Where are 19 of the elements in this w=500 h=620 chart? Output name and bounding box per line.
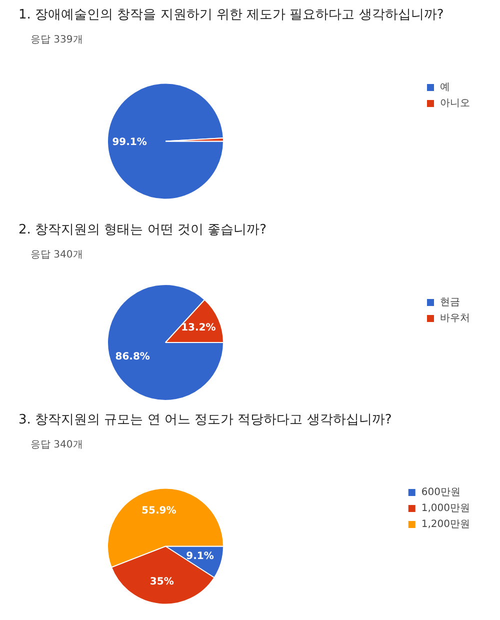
data-label: 55.9% [142, 505, 176, 516]
legend-label: 현금 [440, 296, 460, 309]
chart-subtitle: 응답 340개 [30, 440, 83, 450]
data-label: 9.1% [186, 550, 214, 562]
data-label: 86.8% [115, 351, 150, 362]
chart-title: 2. 창작지원의 형태는 어떤 것이 좋습니까? [18, 222, 266, 238]
legend-label: 600만원 [421, 486, 460, 499]
chart-title: 1. 장애예술인의 창작을 지원하기 위한 제도가 필요하다고 생각하십니까? [18, 8, 444, 22]
data-label: 99.1% [112, 136, 147, 148]
legend-label: 아니오 [440, 97, 470, 110]
chart-subtitle: 응답 340개 [30, 250, 83, 260]
chart-title: 3. 창작지원의 규모는 연 어느 정도가 적당하다고 생각하십니까? [18, 412, 392, 428]
data-label: 35% [150, 576, 174, 588]
chart-subtitle: 응답 339개 [30, 34, 83, 46]
legend-label: 예 [440, 81, 451, 94]
legend-label: 바우처 [440, 312, 470, 325]
data-label: 13.2% [181, 322, 216, 334]
legend-label: 1,200만원 [421, 518, 470, 531]
legend-label: 1,000만원 [421, 502, 470, 515]
